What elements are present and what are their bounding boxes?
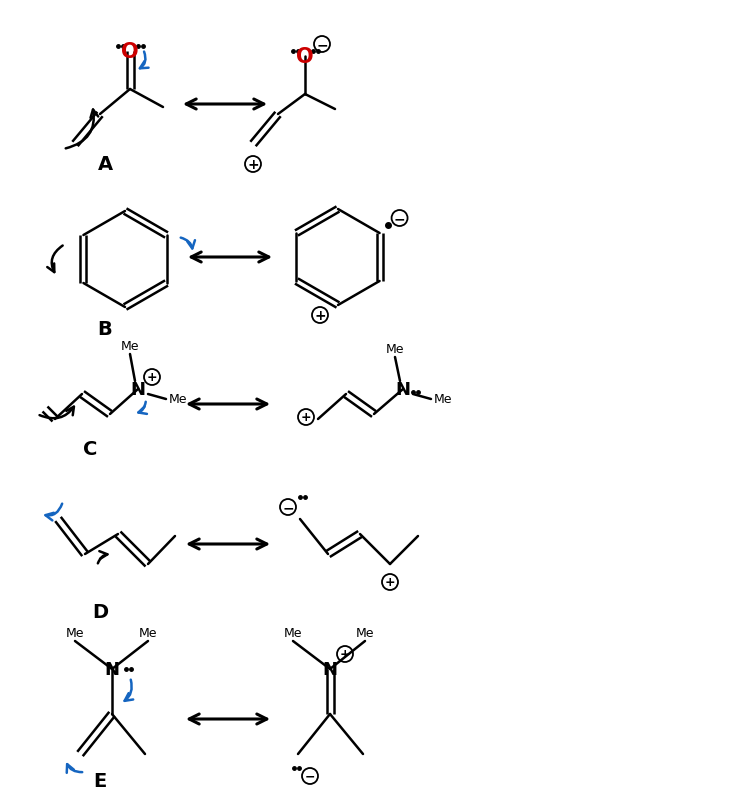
Text: Me: Me [121, 340, 139, 353]
Text: +: + [301, 411, 311, 424]
Text: +: + [340, 648, 350, 661]
Text: −: − [316, 38, 328, 52]
Text: Me: Me [386, 343, 404, 356]
Text: +: + [247, 158, 259, 172]
Text: −: − [305, 770, 315, 783]
Text: N: N [395, 380, 411, 398]
Text: A: A [97, 156, 113, 174]
Text: +: + [146, 371, 158, 384]
Text: C: C [83, 440, 97, 459]
Text: +: + [385, 576, 395, 589]
Text: N: N [105, 660, 119, 678]
Text: Me: Me [355, 627, 374, 640]
Text: D: D [92, 603, 108, 622]
Text: N: N [322, 660, 338, 678]
Text: Me: Me [66, 627, 84, 640]
Text: N: N [130, 380, 146, 398]
Text: Me: Me [139, 627, 158, 640]
Text: B: B [98, 320, 113, 339]
Text: O: O [121, 42, 139, 62]
Text: O: O [296, 47, 314, 67]
Text: −: − [394, 212, 406, 225]
Text: +: + [314, 309, 326, 323]
Text: −: − [282, 500, 294, 514]
Text: E: E [93, 771, 107, 791]
Text: Me: Me [284, 627, 302, 640]
Text: Me: Me [434, 393, 452, 406]
Text: Me: Me [169, 393, 187, 406]
